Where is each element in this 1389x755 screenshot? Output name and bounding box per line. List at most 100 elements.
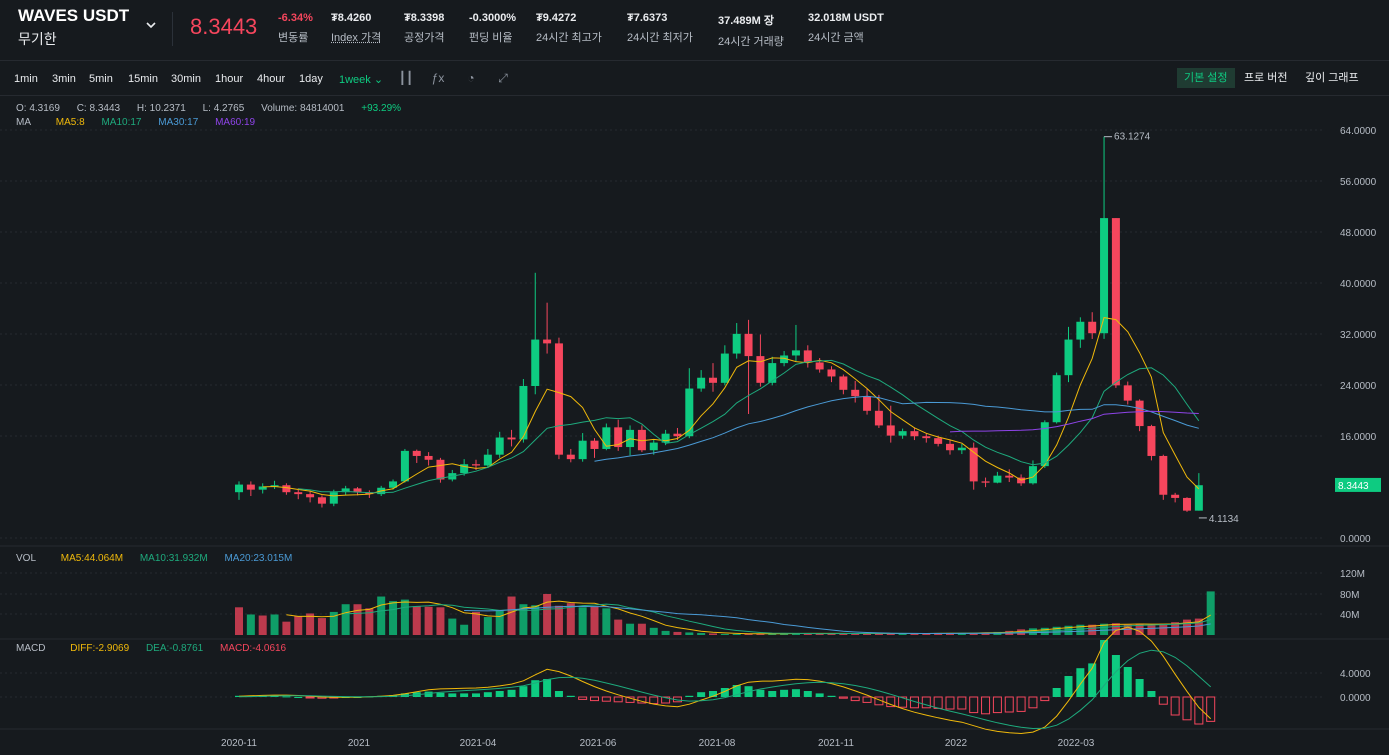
settings-gauge-icon[interactable]: ◔ [467,71,475,85]
stat-1: ₮8.4260 Index 가격 [331,12,381,45]
candle-body [1005,475,1014,478]
macd-histogram-bar [1158,696,1168,705]
ma-legend: MA MA5:8 MA10:17 MA30:17 MA60:19 [16,117,269,128]
macd-histogram-bar [601,696,611,702]
volume-bar [969,632,978,635]
volume-bar [294,616,303,635]
volume-bar [732,633,741,635]
volume-bar [246,614,255,635]
timeframe-1week[interactable]: 1week ⌄ [339,74,384,86]
candle-body [543,339,552,344]
volume-bar [1088,624,1097,635]
candle-body [756,356,765,383]
volume-bar [389,601,398,635]
candle-body [709,377,717,383]
volume-bar [720,633,729,635]
candle-body [851,389,860,397]
timeframe-1min[interactable]: 1min [14,73,38,85]
timeframe-1hour[interactable]: 1hour [215,73,244,85]
stat-label[interactable]: Index 가격 [331,32,382,44]
ma10-line [298,359,1200,494]
price-tick-label: 64.0000 [1340,126,1377,137]
candle-body [554,343,563,455]
macd-histogram-bar [613,696,623,703]
volume-bar [626,623,635,635]
stat-label: 변동률 [278,32,309,44]
volume-bar [1123,624,1132,635]
macd-hist-value: MACD:-4.0616 [219,643,287,654]
volume-bar [1100,623,1109,635]
volume-bar [543,593,552,635]
stat-0: -6.34% 변동률 [278,12,313,45]
stat-label: 24시간 최고가 [536,32,602,44]
candle-body [519,385,528,440]
macd-histogram-bar [1111,655,1120,697]
symbol-name[interactable]: WAVES USDT [18,6,130,25]
candle-body [246,484,255,490]
high-marker-label: 63.1274 [1114,132,1151,143]
indicator-fx-icon[interactable]: ƒx [431,71,445,85]
volume-bar [270,614,279,635]
macd-tick-label: 0.0000 [1340,693,1371,704]
vol-ma5-value: MA5:44.064M [60,553,124,564]
candle-body [460,464,469,474]
volume-bar [507,596,516,635]
candle-body [1100,218,1109,334]
chevron-down-icon[interactable] [146,18,156,33]
price-tick-label: 40.0000 [1340,279,1377,290]
view-button-0[interactable]: 기본 설정 [1177,68,1235,88]
macd-histogram-bar [791,689,800,697]
candle-body [602,427,611,449]
volume-bar [400,599,409,635]
candle-body [294,492,303,495]
ma60-line [949,410,1199,433]
macd-histogram-bar [1135,679,1144,697]
candle-body [341,488,350,493]
volume-bar [258,615,267,635]
timeframe-3min[interactable]: 3min [52,73,76,85]
candle-type-icon[interactable]: ┃┃ [398,71,414,85]
last-price: 8.3443 [190,14,258,39]
macd-histogram-bar [709,691,717,697]
volume-bar [839,633,848,635]
candle-body [720,353,729,383]
macd-histogram-bar [981,696,991,715]
stat-label[interactable]: 펀딩 비율 [469,32,513,44]
candle-body [365,492,374,495]
volume-bar [827,633,836,635]
timeframe-4hour[interactable]: 4hour [257,73,286,85]
macd-histogram-bar [838,696,848,699]
chart-toolbar: 1min 3min 5min 15min 30min 1hour 4hour 1day 1wee… [0,61,1389,96]
macd-histogram-bar [1182,696,1192,721]
stat-label[interactable]: 공정가격 [404,32,445,44]
stat-label: 24시간 최저가 [627,32,693,44]
candle-body [815,362,824,370]
timeframe-1day[interactable]: 1day [299,73,323,85]
volume-bar [365,608,374,635]
timeframe-15min[interactable]: 15min [128,73,158,85]
candle-body [957,447,966,451]
view-button-2[interactable]: 깊이 그래프 [1305,72,1359,84]
candle-body [507,437,516,440]
contract-type: 무기한 [18,31,57,47]
volume-ma20-line [464,605,1211,634]
low-marker-label: 4.1134 [1209,514,1239,525]
candle-body [637,429,646,451]
volume-bar [649,627,658,635]
macd-histogram-bar [424,691,433,697]
macd-label: MACD [16,643,46,654]
volume-bar [282,621,291,635]
candle-body [389,481,398,488]
volume-bar [898,633,907,635]
timeframe-5min[interactable]: 5min [89,73,113,85]
volume-ma10-line [345,603,1211,635]
candle-body [661,433,670,443]
candle-body [874,410,883,426]
view-button-1[interactable]: 프로 버전 [1244,72,1288,84]
candle-body [1111,218,1120,386]
volume-bar [1171,622,1180,635]
timeframe-30min[interactable]: 30min [171,73,201,85]
fullscreen-icon[interactable]: ⤢ [498,71,508,85]
ma5-value: MA5:8 [55,117,85,128]
